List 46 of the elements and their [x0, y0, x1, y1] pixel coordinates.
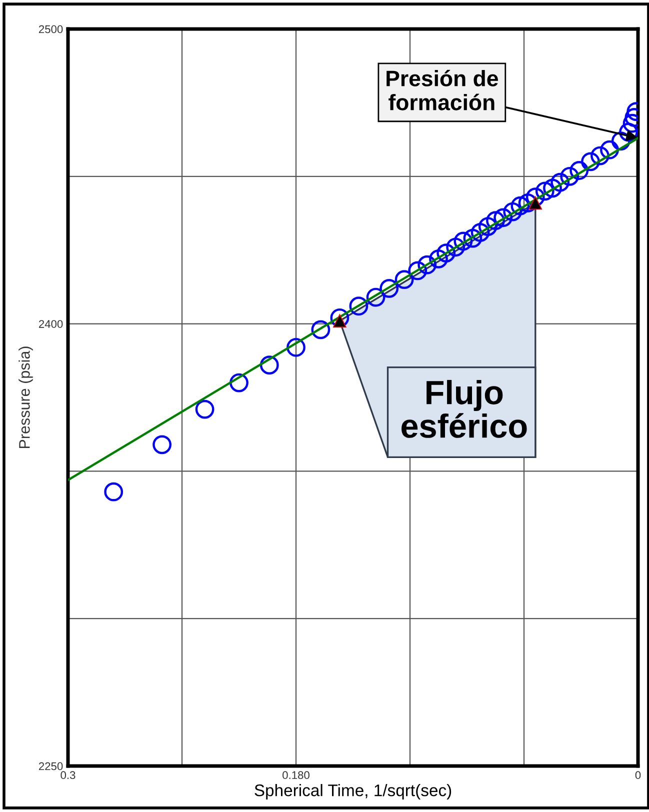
- x-tick-label: 0: [635, 771, 641, 780]
- point: [543, 178, 562, 198]
- point: [560, 166, 580, 186]
- point: [526, 188, 545, 206]
- point: [611, 132, 630, 150]
- y-axis-title: Pressure (psia): [18, 346, 33, 448]
- point: [349, 296, 368, 316]
- point: [478, 217, 498, 236]
- point: [230, 373, 248, 392]
- point: [366, 288, 386, 307]
- point: [311, 320, 330, 340]
- point: [503, 202, 522, 222]
- y-tick-label: 2250: [38, 762, 63, 770]
- y-tick-label: 2400: [38, 320, 63, 328]
- point: [408, 261, 428, 280]
- point: [260, 356, 279, 375]
- annotation: Presión de formación: [386, 70, 498, 110]
- point: [286, 338, 306, 357]
- point: [418, 255, 437, 274]
- y-tick-label: 2500: [38, 25, 63, 34]
- point: [535, 182, 554, 201]
- point: [619, 122, 638, 142]
- point: [429, 250, 448, 268]
- point: [590, 146, 610, 166]
- x-tick-label: 0.180: [282, 771, 310, 780]
- point: [486, 211, 505, 230]
- point: [436, 244, 456, 262]
- point: [600, 140, 619, 160]
- point: [581, 152, 600, 172]
- point: [380, 278, 399, 298]
- point: [104, 482, 124, 502]
- point: [152, 435, 172, 454]
- point: [570, 161, 589, 180]
- point: [330, 308, 350, 328]
- annotation: Flujo esférico: [402, 380, 527, 438]
- x-axis-title: Spherical Time, 1/sqrt(sec): [254, 784, 452, 800]
- point: [494, 208, 513, 228]
- x-tick-label: 0.3: [60, 771, 76, 780]
- point: [394, 270, 414, 290]
- point: [454, 232, 473, 251]
- point: [550, 172, 570, 192]
- point: [470, 222, 490, 242]
- point: [446, 238, 466, 257]
- point: [195, 400, 214, 419]
- point: [510, 196, 530, 216]
- point: [463, 228, 482, 248]
